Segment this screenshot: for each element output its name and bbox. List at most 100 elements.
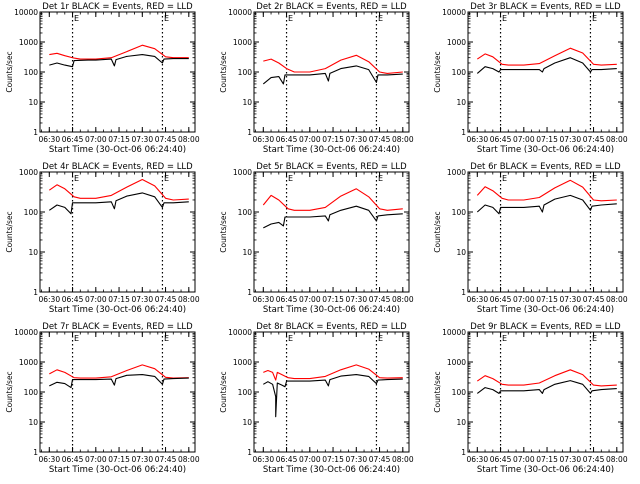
interval-marker-label: E bbox=[502, 174, 507, 183]
interval-marker-label: E bbox=[502, 334, 507, 343]
lld-series-line bbox=[263, 364, 403, 381]
interval-marker-label: E bbox=[74, 334, 79, 343]
x-tick-label: 07:45 bbox=[369, 455, 391, 464]
x-tick-label: 07:15 bbox=[108, 455, 130, 464]
y-tick-label: 10 bbox=[456, 418, 466, 427]
panel-4: Det 4r BLACK = Events, RED = LLD 1 10 100 10… bbox=[5, 162, 200, 315]
y-tick-label: 10 bbox=[28, 418, 38, 427]
panel-9: Det 9r BLACK = Events, RED = LLD 1 10 100 10… bbox=[433, 322, 628, 475]
x-axis-label: Start Time (30-Oct-06 06:24:40) bbox=[263, 305, 400, 315]
events-series-line bbox=[262, 65, 403, 85]
x-axis-label: Start Time (30-Oct-06 06:24:40) bbox=[477, 145, 614, 155]
lld-series-line bbox=[48, 178, 189, 201]
panel-7: Det 7r BLACK = Events, RED = LLD 1 10 100 10… bbox=[5, 322, 200, 475]
plot-frame bbox=[467, 11, 624, 133]
x-tick-label: 07:15 bbox=[322, 295, 344, 304]
y-tick-label: 1 bbox=[33, 448, 38, 457]
plot-frame bbox=[467, 171, 624, 293]
y-tick-label: 1000 bbox=[19, 168, 38, 177]
y-tick-label: 100 bbox=[238, 388, 253, 397]
y-tick-label: 1 bbox=[247, 288, 252, 297]
x-tick-label: 08:00 bbox=[392, 455, 414, 464]
y-axis-label: Counts/sec bbox=[219, 51, 228, 92]
x-tick-label: 06:30 bbox=[466, 455, 488, 464]
y-tick-label: 1000 bbox=[447, 358, 466, 367]
x-tick-label: 07:30 bbox=[345, 455, 367, 464]
events-series-line bbox=[476, 57, 617, 74]
y-tick-label: 10000 bbox=[14, 328, 38, 337]
x-tick-label: 07:00 bbox=[85, 295, 107, 304]
interval-marker-label: E bbox=[592, 14, 597, 23]
lld-series-line bbox=[49, 364, 189, 379]
panel-title: Det 9r BLACK = Events, RED = LLD bbox=[470, 322, 621, 332]
x-tick-label: 07:00 bbox=[513, 295, 535, 304]
y-axis-label: Counts/sec bbox=[219, 371, 228, 412]
x-tick-label: 07:45 bbox=[369, 295, 391, 304]
x-tick-label: 08:00 bbox=[606, 295, 628, 304]
x-tick-label: 07:45 bbox=[369, 135, 391, 144]
x-tick-label: 07:45 bbox=[583, 135, 605, 144]
x-tick-label: 07:15 bbox=[108, 295, 130, 304]
x-tick-label: 07:00 bbox=[513, 455, 535, 464]
x-tick-label: 07:15 bbox=[322, 135, 344, 144]
y-tick-label: 1000 bbox=[447, 168, 466, 177]
x-tick-label: 06:45 bbox=[490, 295, 512, 304]
interval-marker-label: E bbox=[288, 174, 293, 183]
y-tick-label: 100 bbox=[452, 388, 467, 397]
y-tick-label: 100 bbox=[24, 68, 39, 77]
y-axis-label: Counts/sec bbox=[5, 371, 14, 412]
x-tick-label: 06:30 bbox=[466, 135, 488, 144]
y-tick-label: 100 bbox=[24, 388, 39, 397]
interval-marker-label: E bbox=[74, 14, 79, 23]
lld-series-line bbox=[476, 179, 617, 202]
panel-8: Det 8r BLACK = Events, RED = LLD 1 10 100 10… bbox=[219, 322, 414, 475]
y-tick-label: 100 bbox=[238, 208, 253, 217]
events-series-line bbox=[49, 374, 189, 389]
y-tick-label: 10 bbox=[242, 418, 252, 427]
panel-title: Det 8r BLACK = Events, RED = LLD bbox=[256, 322, 407, 332]
x-tick-label: 07:00 bbox=[299, 455, 321, 464]
y-axis-label: Counts/sec bbox=[433, 51, 442, 92]
events-series-line bbox=[476, 380, 617, 394]
y-tick-label: 100 bbox=[24, 208, 39, 217]
x-tick-label: 07:00 bbox=[299, 135, 321, 144]
x-tick-label: 06:45 bbox=[276, 455, 298, 464]
interval-marker-label: E bbox=[378, 174, 383, 183]
y-tick-label: 10000 bbox=[228, 8, 252, 17]
x-tick-label: 06:45 bbox=[490, 455, 512, 464]
y-tick-label: 10 bbox=[28, 248, 38, 257]
x-axis-label: Start Time (30-Oct-06 06:24:40) bbox=[49, 305, 186, 315]
events-series-line bbox=[263, 374, 403, 418]
plot-frame bbox=[39, 11, 196, 133]
plot-frame bbox=[39, 171, 196, 293]
y-tick-label: 1 bbox=[247, 128, 252, 137]
interval-marker-label: E bbox=[378, 14, 383, 23]
x-tick-label: 07:45 bbox=[583, 455, 605, 464]
x-tick-label: 06:45 bbox=[62, 135, 84, 144]
y-tick-label: 100 bbox=[238, 68, 253, 77]
x-tick-label: 07:00 bbox=[299, 295, 321, 304]
x-tick-label: 07:15 bbox=[536, 135, 558, 144]
x-axis-label: Start Time (30-Oct-06 06:24:40) bbox=[477, 305, 614, 315]
x-tick-label: 07:30 bbox=[131, 135, 153, 144]
plot-frame bbox=[39, 331, 196, 453]
events-series-line bbox=[49, 54, 189, 68]
interval-marker-label: E bbox=[592, 334, 597, 343]
y-tick-label: 10000 bbox=[14, 8, 38, 17]
x-tick-label: 06:30 bbox=[38, 455, 60, 464]
interval-marker-label: E bbox=[502, 14, 507, 23]
y-tick-label: 1000 bbox=[19, 38, 38, 47]
plot-frame bbox=[253, 11, 410, 133]
y-tick-label: 1000 bbox=[233, 38, 252, 47]
x-tick-label: 06:45 bbox=[276, 135, 298, 144]
x-tick-label: 07:30 bbox=[345, 135, 367, 144]
y-tick-label: 1 bbox=[461, 128, 466, 137]
y-tick-label: 10 bbox=[242, 98, 252, 107]
plot-frame bbox=[253, 171, 410, 293]
panel-2: Det 2r BLACK = Events, RED = LLD 1 10 100 10… bbox=[219, 2, 414, 155]
y-tick-label: 100 bbox=[452, 68, 467, 77]
x-tick-label: 07:00 bbox=[513, 135, 535, 144]
lld-series-line bbox=[262, 188, 403, 211]
panel-1: Det 1r BLACK = Events, RED = LLD 1 10 100 10… bbox=[5, 2, 200, 155]
